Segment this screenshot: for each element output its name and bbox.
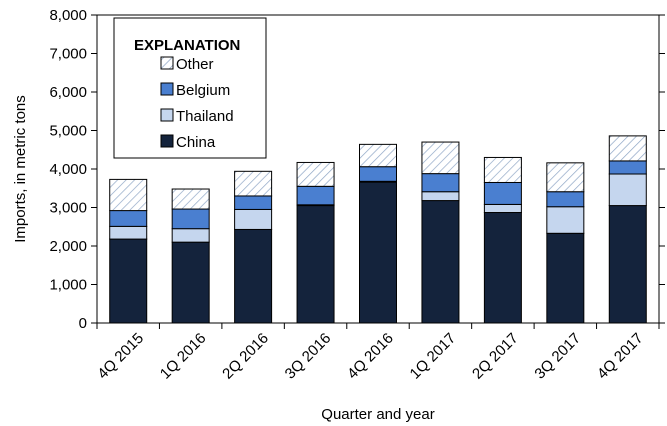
bar-segment-china <box>171 241 210 324</box>
x-tick-label: 1Q 2016 <box>157 330 210 383</box>
legend-label-thailand: Thailand <box>176 108 234 125</box>
y-tick-label: 2,000 <box>49 238 87 255</box>
bar-segment-other <box>359 143 397 168</box>
bar-segment-thailand <box>171 228 210 243</box>
x-tick-label: 2Q 2016 <box>219 330 272 383</box>
bar-segment-belgium <box>483 181 522 205</box>
x-tick-label: 3Q 2017 <box>531 330 584 383</box>
x-tick-label: 4Q 2017 <box>594 330 647 383</box>
bar-segment-other <box>421 141 460 175</box>
bar-segment-thailand <box>421 191 460 202</box>
bar-segment-belgium <box>171 208 210 230</box>
x-tick-label: 2Q 2017 <box>469 330 522 383</box>
y-axis-title: Imports, in metric tons <box>12 95 29 243</box>
x-tick-label: 4Q 2015 <box>94 330 147 383</box>
legend-swatch-belgium <box>160 82 174 96</box>
y-tick-label: 0 <box>79 315 87 332</box>
legend-swatch-thailand <box>160 108 174 122</box>
bar-segment-thailand <box>608 173 647 207</box>
legend-label-china: China <box>176 134 216 151</box>
y-tick-label: 3,000 <box>49 200 87 217</box>
bar-segment-china <box>296 205 335 324</box>
bar-segment-china <box>109 238 148 324</box>
legend-box <box>113 17 267 159</box>
bar-segment-other <box>171 188 210 210</box>
bar-segment-belgium <box>608 160 647 175</box>
y-tick-label: 6,000 <box>49 84 87 101</box>
bar-segment-belgium <box>359 166 397 182</box>
x-tick-label: 4Q 2016 <box>344 330 397 383</box>
bar-segment-belgium <box>109 210 148 227</box>
y-tick-label: 8,000 <box>49 7 87 24</box>
bar-segment-china <box>546 232 585 324</box>
bar-segment-thailand <box>483 203 522 214</box>
x-axis: 4Q 2015 1Q 2016 2Q 2016 3Q 2016 4Q 2016 1Q 20… <box>94 323 660 383</box>
bar-segment-thailand <box>109 225 148 240</box>
y-tick-label: 7,000 <box>49 46 87 63</box>
bar-segment-belgium <box>421 173 460 193</box>
legend-swatch-china <box>160 134 174 148</box>
x-tick-label: 3Q 2016 <box>282 330 335 383</box>
bar-segment-other <box>234 170 273 197</box>
y-tick-label: 5,000 <box>49 123 87 140</box>
bar-segment-thailand <box>234 208 273 230</box>
bar-segment-other <box>296 161 335 187</box>
bar-segment-china <box>421 200 460 324</box>
bar-segment-china <box>234 228 273 324</box>
legend-swatch-other <box>160 56 174 70</box>
bar-segment-other <box>483 156 522 183</box>
bar-segment-other <box>608 135 647 162</box>
x-tick-label: 1Q 2017 <box>407 330 460 383</box>
x-axis-title: Quarter and year <box>321 406 434 423</box>
y-axis: 0 1,000 2,000 3,000 4,000 5,000 6,000 7,000 8,00… <box>49 7 665 332</box>
legend-title: EXPLANATION <box>134 37 240 54</box>
y-tick-label: 1,000 <box>49 277 87 294</box>
bar-segment-china <box>483 212 522 324</box>
bar-segment-thailand <box>546 206 585 234</box>
bars-group <box>109 135 647 324</box>
legend: EXPLANATION Other Belgium Thailand China <box>113 17 267 159</box>
bar-segment-belgium <box>546 191 585 208</box>
bar-segment-china <box>359 181 397 324</box>
y-tick-label: 4,000 <box>49 161 87 178</box>
bar-segment-belgium <box>234 195 273 210</box>
bar-segment-belgium <box>296 185 335 206</box>
bar-segment-other <box>546 162 585 193</box>
bar-segment-other <box>109 178 148 212</box>
bar-segment-china <box>608 205 647 324</box>
legend-label-other: Other <box>176 56 214 73</box>
legend-label-belgium: Belgium <box>176 82 230 99</box>
